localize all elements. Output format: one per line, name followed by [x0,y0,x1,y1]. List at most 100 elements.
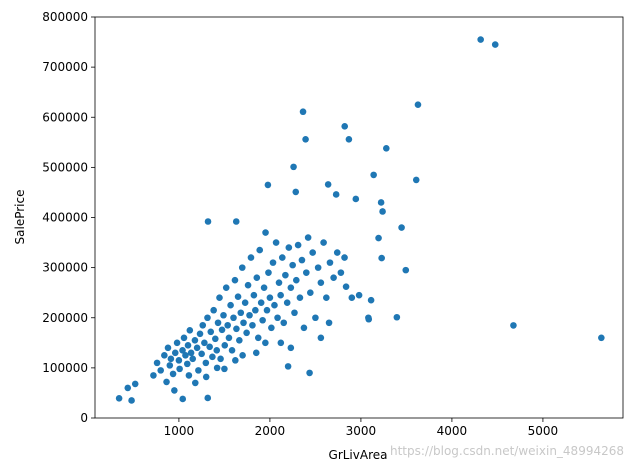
y-tick-label: 100000 [42,361,88,375]
point [244,281,252,289]
point [271,301,278,309]
point [169,370,177,378]
point [204,314,211,322]
point [284,363,292,370]
point [209,353,216,361]
point [161,352,168,359]
point [309,249,316,256]
point [128,397,135,404]
point [477,36,484,43]
point [263,306,271,314]
point [312,314,319,322]
point [204,218,212,225]
point [280,319,288,327]
point [221,342,229,349]
point [204,394,212,402]
point [277,291,284,299]
point [300,324,308,332]
point [307,289,314,296]
point [292,188,300,196]
point [257,299,265,307]
point [124,384,132,392]
y-tick-label: 600000 [42,110,88,124]
point [191,379,199,387]
y-tick-label: 800000 [42,10,88,24]
y-tick-label: 500000 [42,160,88,174]
point [289,261,296,269]
point [231,276,239,284]
point [179,347,186,354]
point [269,259,277,266]
point [252,349,260,357]
point [393,313,401,321]
point [213,364,221,372]
point [256,246,264,254]
point [193,344,201,352]
point [166,362,174,369]
point [239,352,246,359]
point [164,344,172,352]
point [278,254,286,261]
point [237,309,245,317]
point [238,264,246,271]
point [275,279,283,286]
point [283,299,291,307]
point [262,339,269,347]
point [330,274,337,281]
point [232,357,239,364]
x-tick-label: 3000 [346,424,377,438]
point [304,234,312,241]
point [210,306,217,314]
point [377,199,385,206]
point [337,269,345,276]
point [324,181,332,188]
point [491,41,499,48]
point [355,291,363,299]
point [378,254,385,262]
point [198,350,205,358]
point [150,372,157,379]
point [214,319,222,327]
point [254,334,262,342]
point [230,314,237,322]
point [240,319,247,327]
point [247,254,255,261]
point [221,365,228,373]
point [171,387,178,394]
y-tick-label: 300000 [42,261,88,275]
point [186,326,194,334]
point [182,352,189,359]
point [175,357,183,364]
point [370,171,377,179]
point [183,360,191,368]
point [352,195,360,203]
point [290,163,297,171]
point [383,145,390,152]
point [277,339,285,347]
point [173,339,181,347]
point [299,108,307,116]
point [285,244,293,251]
point [246,311,253,319]
point [241,299,249,307]
point [196,330,204,338]
point [252,306,259,314]
point [274,314,281,322]
point [326,259,334,266]
point [296,294,304,302]
point [282,271,289,279]
point [414,101,422,109]
point [176,365,183,373]
point [342,283,350,290]
point [195,367,202,374]
point [153,359,161,367]
point [253,274,261,281]
point [220,311,227,319]
point [268,324,275,332]
y-axis-label: SalePrice [13,190,27,245]
point [367,296,375,304]
watermark: https://blog.csdn.net/weixin_48994268 [390,444,624,458]
point [264,181,272,189]
point [131,380,139,388]
